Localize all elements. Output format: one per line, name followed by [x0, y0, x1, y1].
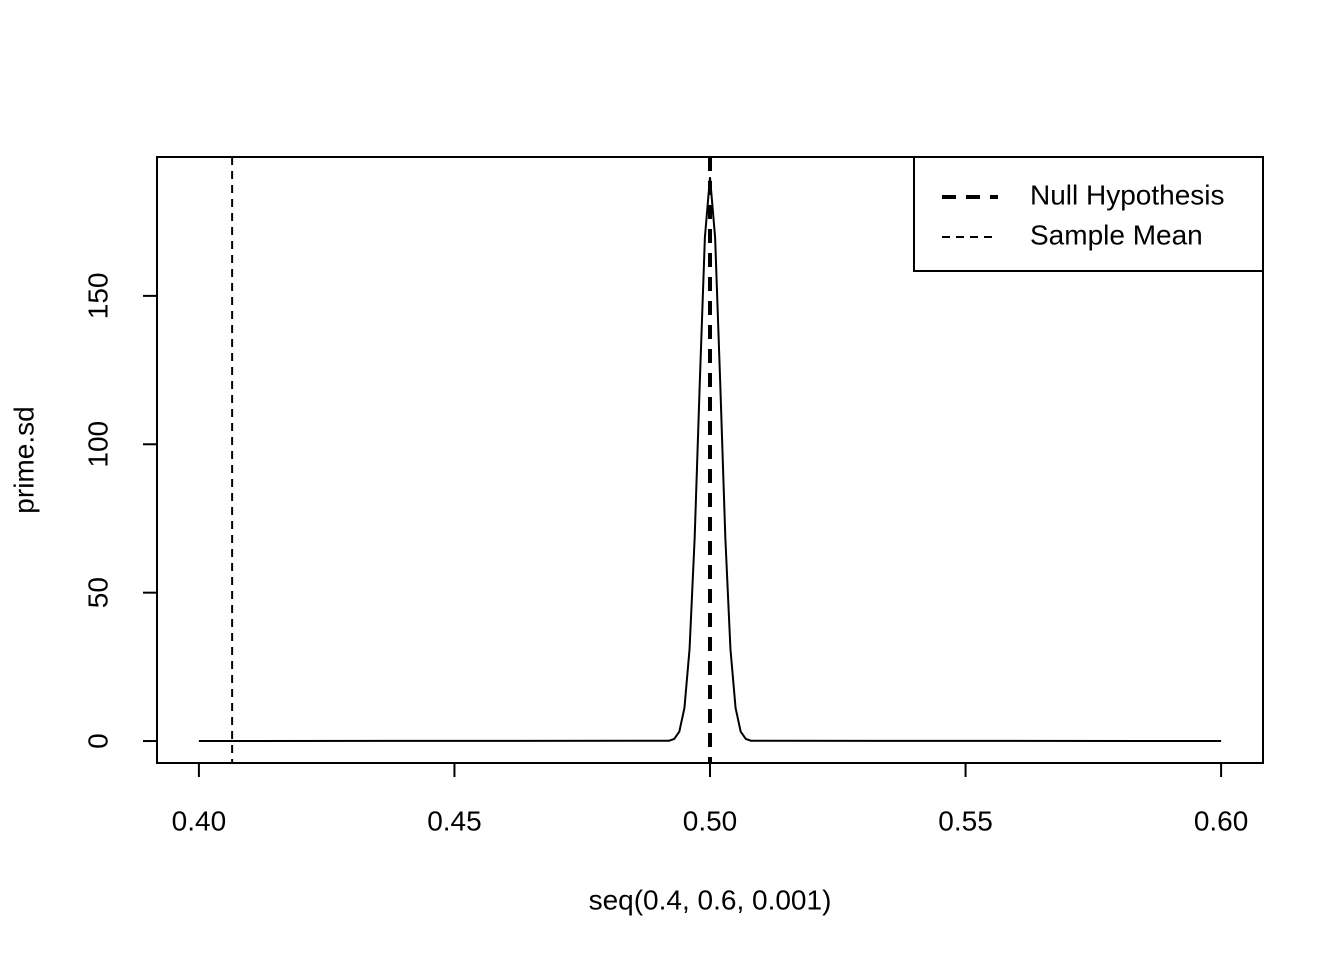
x-axis-label: seq(0.4, 0.6, 0.001) — [589, 884, 832, 915]
x-tick-label: 0.55 — [938, 805, 993, 836]
y-axis-label: prime.sd — [8, 406, 39, 513]
legend-box — [913, 156, 1264, 272]
y-tick-label: 100 — [82, 421, 113, 468]
x-tick-label: 0.50 — [683, 805, 738, 836]
y-tick-label: 50 — [82, 577, 113, 608]
x-tick-label: 0.40 — [172, 805, 227, 836]
legend-label: Sample Mean — [1030, 219, 1203, 250]
y-tick-label: 150 — [82, 273, 113, 320]
legend-label: Null Hypothesis — [1030, 179, 1225, 210]
x-tick-label: 0.45 — [427, 805, 482, 836]
x-tick-label: 0.60 — [1194, 805, 1249, 836]
y-tick-label: 0 — [82, 733, 113, 749]
density-line — [198, 177, 1222, 743]
